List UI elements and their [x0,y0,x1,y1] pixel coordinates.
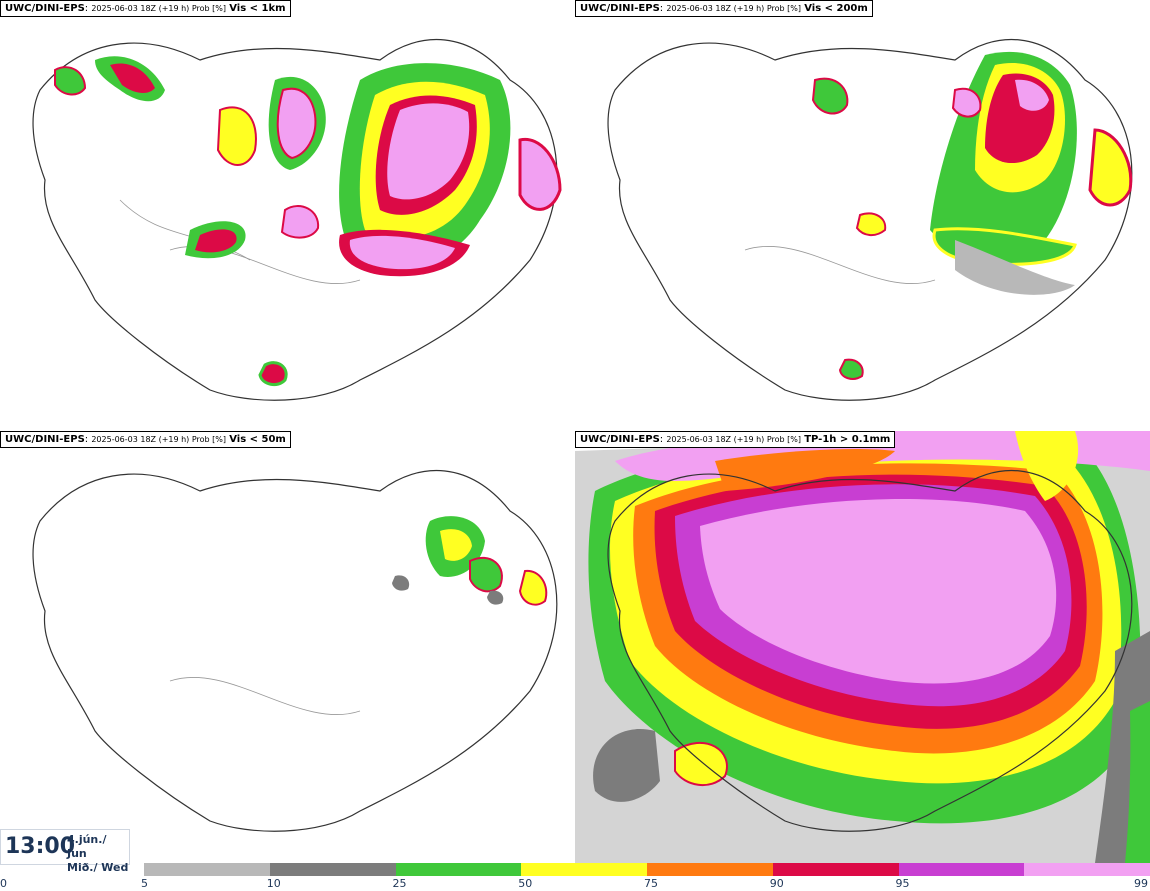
colorbar-segment [772,863,899,876]
colorbar-tick-label: 75 [644,877,658,890]
colorbar-tick-label: 90 [769,877,784,890]
colorbar-segment [647,863,773,876]
panel-title: UWC/DINI-EPS: 2025-06-03 18Z (+19 h) Pro… [0,431,291,448]
probability-colorbar [144,863,1150,876]
colorbar-segment [1024,863,1150,876]
colorbar-segment [269,863,396,876]
map-panel-vis-1km: UWC/DINI-EPS: 2025-06-03 18Z (+19 h) Pro… [0,0,575,431]
map-panel-vis-50m: UWC/DINI-EPS: 2025-06-03 18Z (+19 h) Pro… [0,431,575,863]
colorbar-segment [395,863,522,876]
colorbar-segment [521,863,647,876]
map-panel-tp-1h: UWC/DINI-EPS: 2025-06-03 18Z (+19 h) Pro… [575,431,1150,863]
panel-title: UWC/DINI-EPS: 2025-06-03 18Z (+19 h) Pro… [0,0,291,17]
panel-title: UWC/DINI-EPS: 2025-06-03 18Z (+19 h) Pro… [575,431,896,448]
colorbar-tick-label: 25 [392,877,407,890]
valid-time-box: 13:00 4.jún./ Jun Mið./ Wed [0,829,130,874]
colorbar-segment [144,863,270,876]
iceland-map-vis-1km [32,38,562,401]
valid-date-line-1: 4.jún./ Jun [67,833,107,860]
colorbar-tick-label: 50 [518,877,533,890]
iceland-map-vis-50m [32,469,558,832]
colorbar-tick-label: 95 [895,877,910,890]
valid-time: 13:00 [5,834,76,859]
map-panel-vis-200m: UWC/DINI-EPS: 2025-06-03 18Z (+19 h) Pro… [575,0,1150,431]
colorbar-tick-label: 0 [0,877,7,890]
valid-date: 4.jún./ Jun Mið./ Wed [67,833,129,875]
colorbar-tick-label: 5 [141,877,148,890]
iceland-map-vis-200m [607,38,1133,401]
panel-title: UWC/DINI-EPS: 2025-06-03 18Z (+19 h) Pro… [575,0,873,17]
colorbar-tick-label: 10 [266,877,281,890]
iceland-map-tp-1h [575,431,1150,863]
colorbar-segment [898,863,1025,876]
colorbar-ticks: 0 5 10 25 50 75 90 95 99 [0,877,1150,891]
colorbar-tick-label: 99 [1134,877,1148,890]
valid-date-line-2: Mið./ Wed [67,861,129,874]
